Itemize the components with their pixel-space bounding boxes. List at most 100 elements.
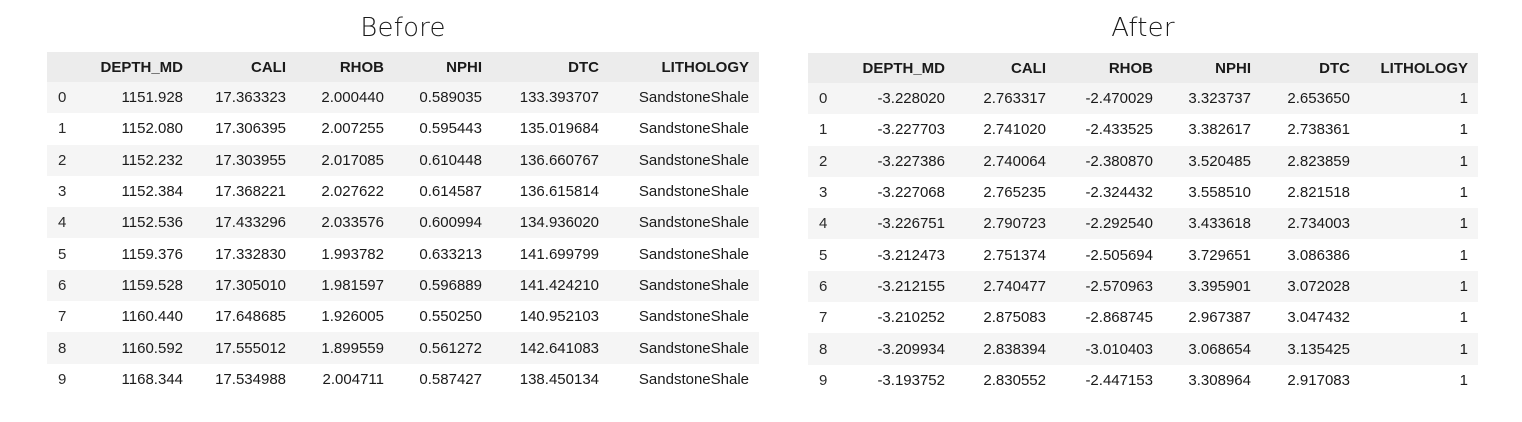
cell-cali: 2.740064 [983,152,1046,170]
cell-dtc: 135.019684 [519,120,599,138]
cell-lithology: 1 [1459,184,1468,202]
cell-depth-md: 1152.080 [121,120,183,138]
cell-dtc: 2.738361 [1287,121,1350,139]
cell-lithology: 1 [1459,152,1468,170]
cell-depth-md: -3.226751 [877,215,945,233]
cell-cali: 2.740477 [983,277,1046,295]
cell-dtc: 136.660767 [519,151,599,169]
cell-nphi: 3.323737 [1188,90,1251,108]
column-header-cali: CALI [1011,59,1046,77]
cell-rhob: -3.010403 [1085,340,1153,358]
cell-lithology: 1 [1459,90,1468,108]
cell-rhob: -2.470029 [1085,90,1153,108]
row-index: 5 [819,246,828,264]
cell-rhob: 2.004711 [322,370,384,388]
row-index: 4 [819,215,828,233]
cell-cali: 2.751374 [983,246,1046,264]
cell-lithology: SandstoneShale [638,308,749,326]
cell-cali: 2.830552 [983,371,1046,389]
cell-lithology: 1 [1459,277,1468,295]
cell-rhob: 1.981597 [321,276,384,294]
table-row: 4 1152.536 17.433296 2.033576 0.600994 134.93… [47,207,759,239]
cell-cali: 17.303955 [215,151,286,169]
cell-rhob: -2.324432 [1085,184,1153,202]
cell-depth-md: 1152.536 [121,214,183,232]
cell-rhob: 2.007255 [321,120,384,138]
cell-lithology: SandstoneShale [638,276,749,294]
row-index: 2 [58,151,67,169]
row-index: 6 [819,277,828,295]
cell-dtc: 3.135425 [1287,340,1350,358]
row-index: 0 [58,89,67,107]
column-header-dtc: DTC [1319,59,1350,77]
table-row: 3 1152.384 17.368221 2.027622 0.614587 136.61… [47,175,759,208]
cell-depth-md: -3.228020 [877,90,945,108]
header-row: DEPTH_MD CALI RHOB NPHI DTC LITHOLOGY [808,53,1478,83]
column-header-rhob: RHOB [1108,59,1153,77]
cell-dtc: 2.917083 [1287,371,1350,389]
after-table: DEPTH_MD CALI RHOB NPHI DTC LITHOLOGY 0 -3.228… [808,53,1478,396]
row-index: 7 [58,308,67,326]
cell-lithology: SandstoneShale [638,245,749,263]
cell-depth-md: 1160.440 [121,308,183,326]
row-index: 5 [58,245,67,263]
cell-cali: 2.741020 [983,121,1046,139]
after-panel: After DEPTH_MD CALI RHOB NPHI DTC LITHOLOGY 0… [808,0,1478,396]
cell-depth-md: 1160.592 [121,339,183,357]
cell-depth-md: 1152.384 [121,183,183,201]
cell-nphi: 3.520485 [1188,152,1251,170]
cell-dtc: 2.823859 [1287,152,1350,170]
column-header-rhob: RHOB [339,58,384,76]
before-title: Before [360,13,446,43]
cell-depth-md: -3.227703 [877,121,945,139]
cell-nphi: 0.614587 [419,183,482,201]
column-header-cali: CALI [251,58,286,76]
index-header [47,52,87,82]
row-index: 2 [819,152,828,170]
cell-dtc: 2.734003 [1287,215,1350,233]
table-row: 8 -3.209934 2.838394 -3.010403 3.068654 3.135… [808,333,1478,365]
cell-depth-md: 1152.232 [121,151,183,169]
cell-nphi: 3.382617 [1188,121,1251,139]
column-header-lithology: LITHOLOGY [1380,59,1469,77]
after-table-body: 0 -3.228020 2.763317 -2.470029 3.323737 2.653… [808,83,1478,396]
table-row: 1 1152.080 17.306395 2.007255 0.595443 135.01… [47,113,759,145]
cell-rhob: 1.926005 [321,308,384,326]
cell-dtc: 3.072028 [1287,277,1350,295]
cell-dtc: 141.424210 [519,276,599,294]
column-header-nphi: NPHI [1215,59,1251,77]
cell-rhob: 2.033576 [321,214,384,232]
cell-cali: 17.534988 [215,370,286,388]
cell-lithology: SandstoneShale [638,120,749,138]
table-row: 7 1160.440 17.648685 1.926005 0.550250 140.95… [47,301,759,333]
row-index: 0 [819,90,828,108]
cell-depth-md: 1159.376 [121,245,183,263]
cell-nphi: 0.561272 [419,339,482,357]
cell-nphi: 3.433618 [1188,215,1251,233]
cell-rhob: -2.433525 [1085,121,1153,139]
cell-rhob: 2.017085 [321,151,384,169]
table-row: 0 1151.928 17.363323 2.000440 0.589035 133.39… [47,82,759,114]
column-header-depth-md: DEPTH_MD [100,58,183,76]
before-table-header: DEPTH_MD CALI RHOB NPHI DTC LITHOLOGY [47,52,759,82]
cell-dtc: 2.653650 [1287,90,1350,108]
table-row: 6 -3.212155 2.740477 -2.570963 3.395901 3.072… [808,270,1478,303]
table-row: 4 -3.226751 2.790723 -2.292540 3.433618 2.734… [808,208,1478,240]
cell-depth-md: 1168.344 [121,370,183,388]
table-row: 3 -3.227068 2.765235 -2.324432 3.558510 2.821… [808,176,1478,209]
row-index: 1 [58,120,67,138]
cell-nphi: 3.395901 [1188,277,1251,295]
cell-rhob: -2.292540 [1085,215,1153,233]
row-index: 9 [819,371,828,389]
cell-lithology: SandstoneShale [638,151,749,169]
cell-depth-md: -3.227386 [877,152,945,170]
cell-cali: 17.648685 [215,308,286,326]
cell-nphi: 3.308964 [1188,371,1251,389]
before-panel: Before DEPTH_MD CALI RHOB NPHI DTC LITHOLOGY … [47,0,759,395]
row-index: 3 [58,183,67,201]
cell-depth-md: -3.227068 [877,184,945,202]
cell-lithology: 1 [1459,309,1468,327]
cell-nphi: 2.967387 [1188,309,1251,327]
cell-depth-md: -3.212473 [877,246,945,264]
cell-cali: 17.306395 [215,120,286,138]
